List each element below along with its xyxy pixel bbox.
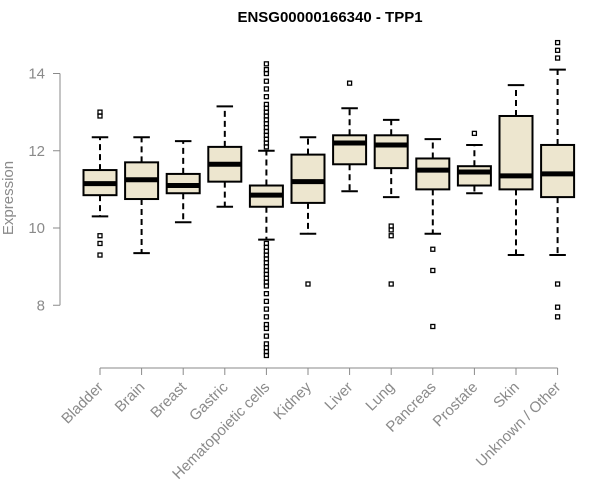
box-iqr (498, 114, 534, 191)
y-tick-label: 10 (28, 220, 45, 237)
category-label: Bladder (58, 379, 107, 428)
box-group (373, 118, 409, 287)
box-group (165, 140, 201, 224)
y-tick-label: 8 (37, 297, 45, 314)
outlier-point (388, 281, 394, 287)
box-group (456, 130, 492, 195)
outlier-point (263, 298, 270, 305)
outlier-point (97, 252, 103, 258)
box-group (124, 136, 160, 255)
outlier-point (554, 304, 561, 310)
y-tick-label: 14 (28, 66, 45, 83)
category-label: Breast (147, 378, 190, 421)
outlier-point (554, 281, 561, 287)
box-group (332, 80, 368, 193)
category-label: Lung (362, 379, 398, 415)
box-group (207, 105, 243, 208)
box-group (248, 61, 284, 359)
box-iqr (415, 157, 451, 191)
outlier-point (263, 291, 270, 297)
box-group (415, 138, 451, 330)
outlier-point (430, 246, 436, 252)
outlier-point (388, 233, 394, 239)
box-iqr (290, 153, 326, 204)
outlier-point (263, 61, 270, 67)
chart-title: ENSG00000166340 - TPP1 (237, 9, 422, 26)
outlier-point (263, 333, 270, 339)
outlier-point (263, 352, 270, 359)
plot-area (82, 39, 576, 359)
y-tick-label: 12 (28, 143, 45, 160)
outlier-point (430, 323, 436, 330)
box-group (540, 39, 576, 320)
outlier-point (263, 325, 270, 332)
category-label: Skin (490, 379, 523, 412)
outlier-point (263, 101, 270, 108)
box-iqr (456, 165, 492, 187)
outlier-point (305, 281, 311, 287)
box-group (82, 109, 118, 258)
outlier-point (263, 314, 270, 320)
box-iqr (540, 143, 576, 199)
outlier-point (263, 94, 270, 100)
outlier-point (554, 47, 561, 53)
category-label: Prostate (430, 379, 482, 431)
outlier-point (554, 314, 561, 320)
box-group (498, 84, 534, 257)
y-axis-label: Expression (0, 161, 17, 235)
y-axis: 8 10 12 14 (28, 66, 61, 314)
box-group (290, 136, 326, 287)
outlier-point (471, 130, 478, 137)
outlier-point (346, 80, 353, 86)
outlier-point (263, 283, 270, 289)
outlier-point (554, 39, 561, 46)
box-iqr (332, 134, 368, 166)
box-iqr (373, 134, 409, 170)
outlier-point (430, 267, 436, 274)
outlier-point (263, 86, 270, 92)
category-label: Kidney (270, 378, 315, 423)
category-label: Liver (321, 379, 356, 414)
outlier-point (263, 66, 270, 73)
category-label: Brain (112, 379, 149, 416)
outlier-point (554, 55, 561, 61)
outlier-point (97, 109, 103, 115)
outlier-point (263, 306, 270, 312)
outlier-point (263, 78, 270, 84)
outlier-point (388, 227, 394, 233)
outlier-point (97, 240, 103, 247)
outlier-point (97, 233, 103, 239)
